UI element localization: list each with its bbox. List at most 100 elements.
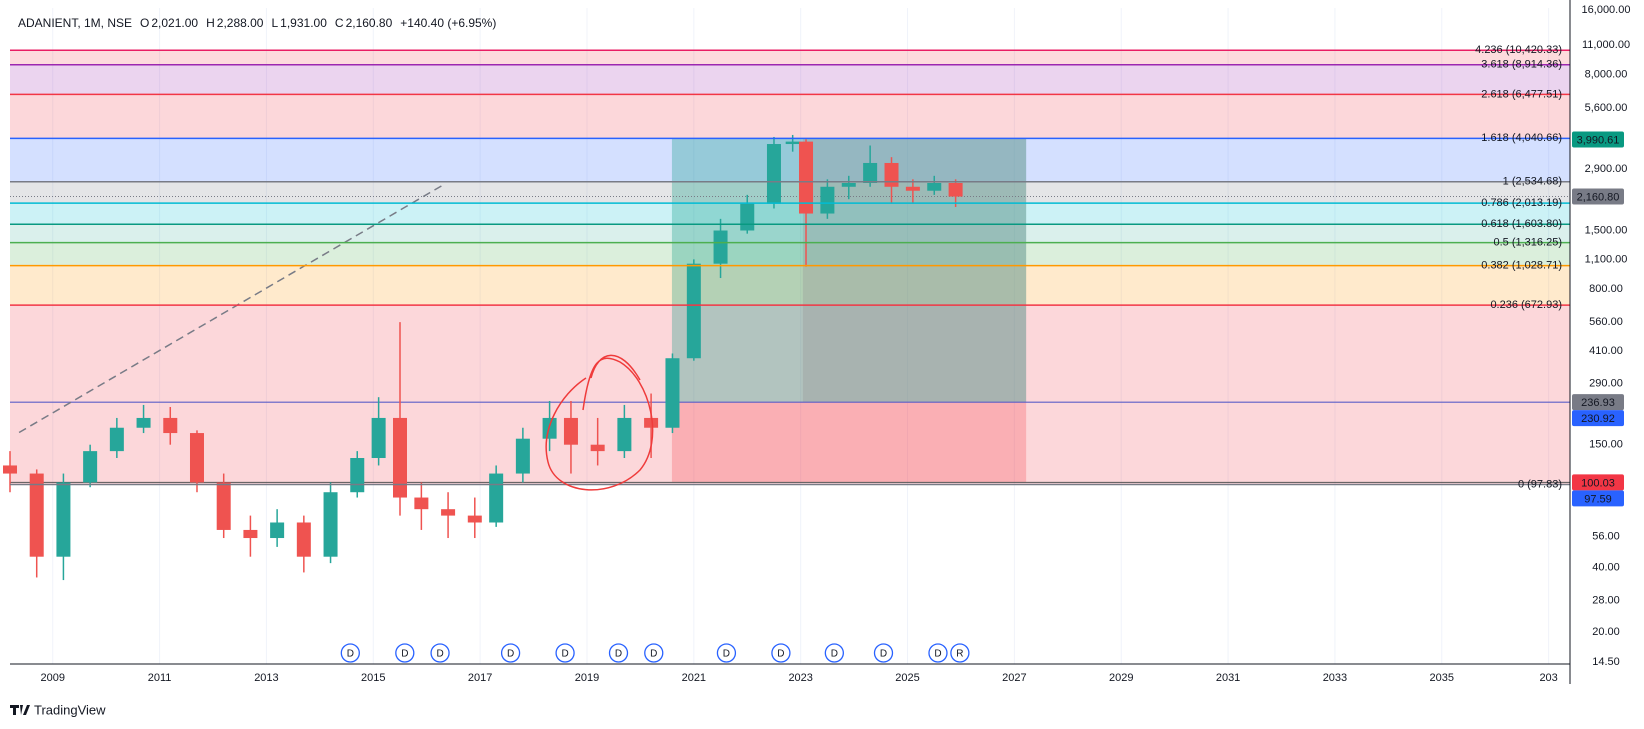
price-badge-label: 100.03 <box>1581 477 1615 489</box>
candle-body <box>414 497 429 510</box>
event-marker <box>340 643 360 663</box>
event-label: D <box>777 649 784 660</box>
candle-body <box>863 162 878 183</box>
y-tick-label: 8,000.00 <box>1585 69 1628 81</box>
price-badge-label: 2,160.80 <box>1577 191 1620 203</box>
candle-body <box>590 444 605 452</box>
fib-label: 0.786 (2,013.19) <box>1481 197 1562 209</box>
fib-bands <box>10 50 1570 485</box>
grid <box>52 8 1550 664</box>
fib-label: 1 (2,534.68) <box>1503 176 1562 188</box>
event-label: R <box>956 649 963 660</box>
candle-body <box>740 203 755 231</box>
candle-body <box>686 263 701 359</box>
x-tick-label: 2015 <box>361 672 385 684</box>
price-badge <box>1572 490 1624 507</box>
fib-label: 4.236 (10,420.33) <box>1475 44 1562 56</box>
header-text: 2,288.00 <box>217 16 264 30</box>
candle-body <box>371 417 386 459</box>
fib-label: 0.618 (1,603.80) <box>1481 218 1562 230</box>
candle-body <box>29 473 44 557</box>
event-marker <box>824 643 844 663</box>
price-badge <box>1572 474 1624 491</box>
candle-body <box>323 492 338 557</box>
x-tick-label: 2027 <box>1002 672 1026 684</box>
fib-band <box>10 64 1570 95</box>
price-badge-label: 236.93 <box>1581 397 1615 409</box>
freehand-circle <box>545 354 654 491</box>
price-badge-label: 3,990.61 <box>1577 134 1620 146</box>
candle-body <box>820 186 835 214</box>
price-badge-label: 97.59 <box>1584 493 1612 505</box>
event-label: D <box>615 649 622 660</box>
candles <box>3 134 963 581</box>
candle-body <box>109 427 124 452</box>
y-tick-label: 56.00 <box>1592 530 1620 542</box>
y-tick-label: 150.00 <box>1589 439 1623 451</box>
event-label: D <box>934 649 941 660</box>
y-tick-label: 1,100.00 <box>1585 253 1628 265</box>
x-tick-label: 2023 <box>788 672 812 684</box>
candle-body <box>665 358 680 428</box>
candle-body <box>841 182 856 187</box>
candle-body <box>884 162 899 187</box>
candle-body <box>785 141 800 145</box>
event-label: D <box>723 649 730 660</box>
header: ADANIENT, 1M, NSE O 2,021.00 H 2,288.00 L 1,93… <box>18 16 496 30</box>
candle-body <box>927 182 942 191</box>
fib-label: 0.236 (672.93) <box>1490 299 1562 311</box>
event-marker <box>395 643 415 663</box>
candle-body <box>296 522 311 557</box>
candle-body <box>467 515 482 523</box>
y-tick-label: 14.50 <box>1592 656 1620 668</box>
fib-label: 0 (97.83) <box>1518 478 1562 490</box>
event-marker <box>608 643 629 663</box>
x-tick-label: 2033 <box>1323 672 1347 684</box>
candle-body <box>766 144 781 204</box>
y-tick-label: 290.00 <box>1589 377 1623 389</box>
candle-body <box>489 473 504 523</box>
event-marker <box>555 643 575 663</box>
event-marker <box>873 643 894 663</box>
brand-name: TradingView <box>34 702 106 717</box>
x-tick-label: 2013 <box>254 672 278 684</box>
fib-label: 1.618 (4,040.66) <box>1481 132 1562 144</box>
price-badge <box>1572 131 1624 148</box>
event-label: D <box>347 649 354 660</box>
candle-body <box>948 182 963 197</box>
fib-band <box>10 224 1570 243</box>
y-tick-label: 16,000.00 <box>1582 4 1631 16</box>
candle-body <box>905 186 920 191</box>
header-text: ADANIENT, 1M, NSE <box>18 16 132 30</box>
fib-band <box>10 138 1570 182</box>
y-tick-label: 20.00 <box>1592 626 1620 638</box>
event-marker <box>430 643 450 663</box>
price-badge <box>1572 410 1624 427</box>
candle-body <box>713 230 728 264</box>
x-tick-label: 2009 <box>40 672 64 684</box>
event-label: D <box>650 649 657 660</box>
event-label: D <box>880 649 887 660</box>
event-marker <box>771 643 791 663</box>
header-text: 2,160.80 <box>346 16 393 30</box>
axes: 14.50 20.00 28.00 40.00 56.00 150.00 290.00 410… <box>10 0 1630 684</box>
fib-label: 2.618 (6,477.51) <box>1481 88 1562 100</box>
header-text: 2,021.00 <box>151 16 198 30</box>
y-tick-label: 1,500.00 <box>1585 224 1628 236</box>
candle-body <box>243 529 258 539</box>
x-tick-label: 2029 <box>1109 672 1133 684</box>
stop-zone <box>671 402 1027 483</box>
header-text: 1,931.00 <box>280 16 327 30</box>
candle-body <box>163 417 178 434</box>
candle-body <box>563 417 578 445</box>
y-tick-label: 2,900.00 <box>1585 163 1628 175</box>
event-label: D <box>831 649 838 660</box>
candle-body <box>393 417 407 498</box>
event-marker <box>950 643 970 663</box>
y-tick-label: 800.00 <box>1589 283 1623 295</box>
fib-band <box>10 50 1570 65</box>
candle-body <box>617 417 632 452</box>
candle-body <box>136 417 151 428</box>
candle-body <box>216 482 231 530</box>
candle-body <box>83 451 98 483</box>
